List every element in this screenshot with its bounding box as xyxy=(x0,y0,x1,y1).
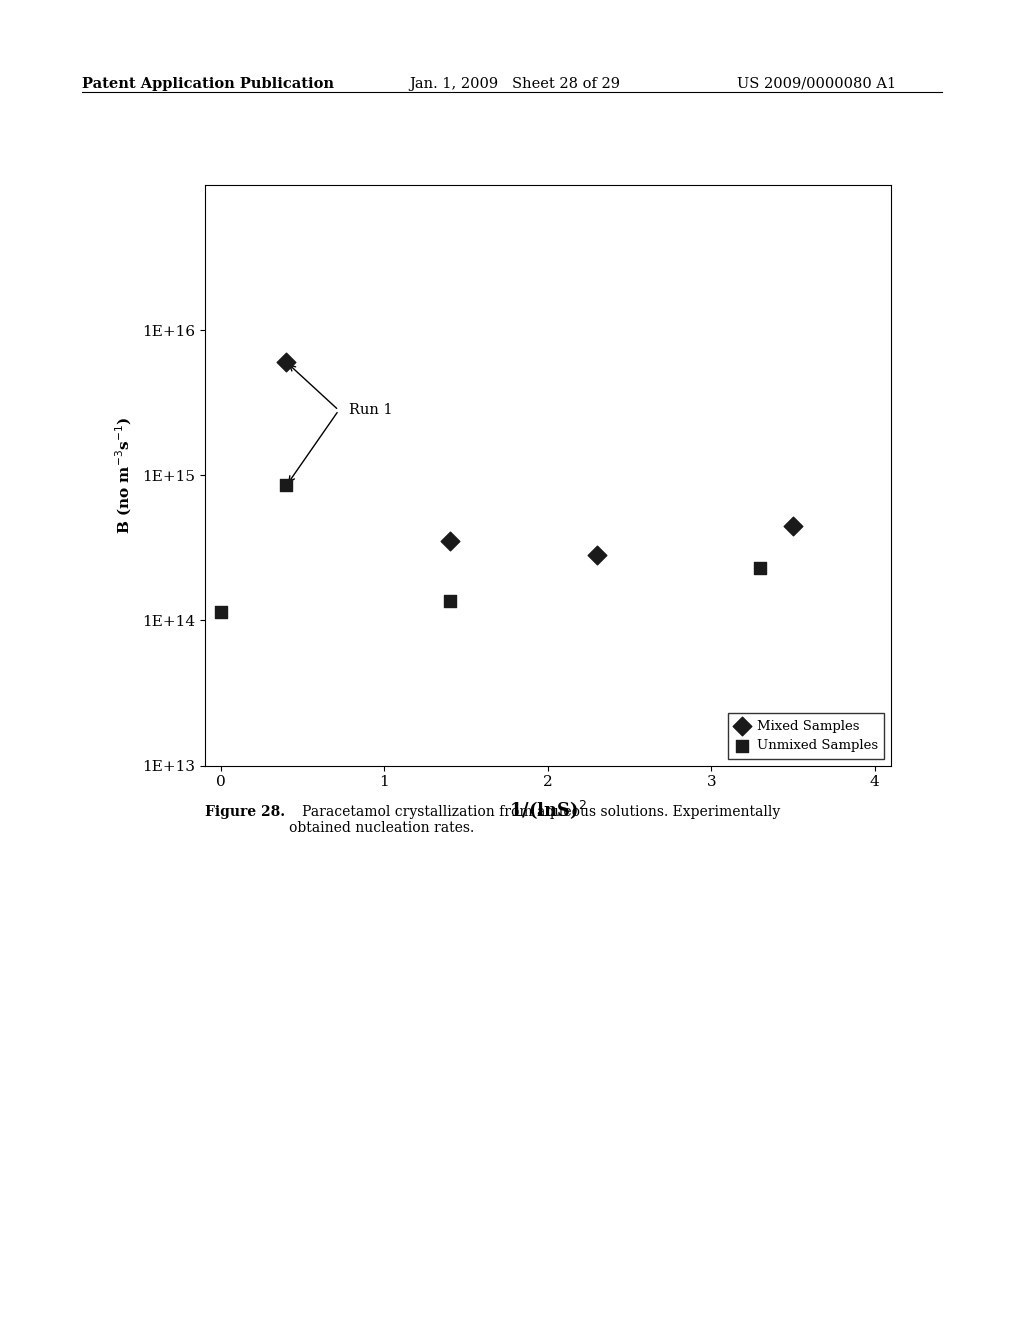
Text: US 2009/0000080 A1: US 2009/0000080 A1 xyxy=(737,77,896,91)
Unmixed Samples xyxy=(441,591,458,612)
Text: Figure 28.: Figure 28. xyxy=(205,805,285,820)
Unmixed Samples xyxy=(279,475,295,496)
Text: Run 1: Run 1 xyxy=(348,404,392,417)
Text: Patent Application Publication: Patent Application Publication xyxy=(82,77,334,91)
Text: Jan. 1, 2009   Sheet 28 of 29: Jan. 1, 2009 Sheet 28 of 29 xyxy=(410,77,621,91)
Mixed Samples xyxy=(279,351,295,372)
Text: Paracetamol crystallization from aqueous solutions. Experimentally
obtained nucl: Paracetamol crystallization from aqueous… xyxy=(289,805,780,836)
Y-axis label: B (no m$^{-3}$s$^{-1}$): B (no m$^{-3}$s$^{-1}$) xyxy=(114,417,133,533)
Unmixed Samples xyxy=(752,557,768,578)
Mixed Samples xyxy=(784,515,801,536)
Legend: Mixed Samples, Unmixed Samples: Mixed Samples, Unmixed Samples xyxy=(727,713,885,759)
Unmixed Samples xyxy=(213,601,229,622)
Mixed Samples xyxy=(589,545,605,566)
Mixed Samples xyxy=(441,531,458,552)
X-axis label: 1/(lnS)$^{2}$: 1/(lnS)$^{2}$ xyxy=(509,797,587,821)
